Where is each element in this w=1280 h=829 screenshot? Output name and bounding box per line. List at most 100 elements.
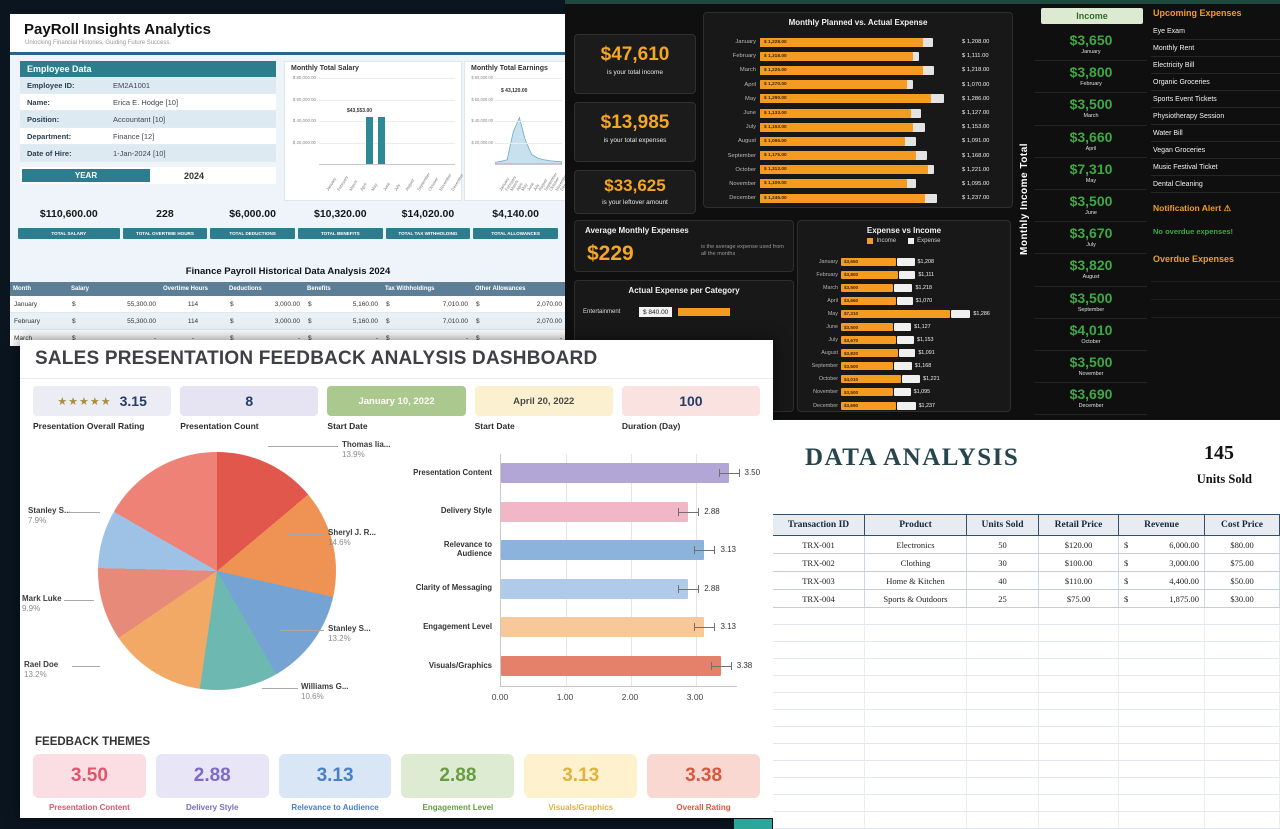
empty-table-row: [773, 659, 1280, 676]
empty-cell: [865, 642, 967, 658]
empty-table-row: [773, 642, 1280, 659]
empty-cell: [865, 625, 967, 641]
feedback-bar-chart: Presentation Content Delivery Style Releva…: [412, 448, 764, 710]
pie-slice-percent: 7.9%: [28, 516, 47, 526]
pie-leader-line: [280, 630, 324, 631]
legend-item: Income: [867, 238, 896, 244]
upcoming-expenses-list: Eye Exam Monthly Rent Electricity Bill Orga…: [1151, 23, 1280, 193]
planned-value-label: $ 1,133.00: [764, 110, 787, 116]
monthly-income-panel: Monthly Income Total Income $3,650 Januar…: [1017, 4, 1147, 418]
income-bar: $3,500: [841, 283, 894, 292]
empty-table-row: [773, 710, 1280, 727]
cell-value: 55,300.00: [127, 317, 156, 325]
empty-cell: [865, 795, 967, 811]
x-axis-month-label: April: [359, 181, 368, 192]
employee-data-header: Employee Data: [20, 61, 276, 77]
x-axis-month-label: March: [347, 179, 359, 192]
table-header-row: Transaction ID Product Units Sold Retail Pr…: [773, 514, 1280, 536]
sales-dashboard-title: SALES PRESENTATION FEEDBACK ANALYSIS DAS…: [35, 348, 598, 369]
employee-data-rows: Employee ID: EM2A1001 Name: Erica E. Hodge …: [20, 77, 276, 162]
error-bar-cap: [698, 584, 700, 593]
cell-value: 3,000.00: [274, 300, 300, 308]
currency-symbol: $: [308, 334, 312, 342]
table-cell: $120.00: [1039, 536, 1119, 553]
stat-label-pill: TOTAL DEDUCTIONS: [210, 228, 295, 239]
stat-label-pill: TOTAL TAX WITHHOLDING: [385, 228, 471, 239]
empty-cell: [967, 727, 1039, 743]
empty-cell: [773, 676, 865, 692]
month-label: January: [818, 258, 838, 265]
income-value-label: $4,010: [844, 376, 859, 382]
income-month-row: $3,500 June: [1035, 190, 1147, 223]
feedback-bar: [501, 617, 705, 638]
income-bar: $3,500: [841, 388, 894, 397]
divider: [20, 378, 773, 379]
pie-slice-percent: 14.6%: [328, 538, 351, 548]
expense-value-label: $1,095: [913, 389, 931, 396]
empty-row: [1151, 264, 1280, 282]
error-bar-cap: [694, 623, 696, 632]
table-cell: $ -: [68, 330, 160, 346]
empty-cell: [1039, 744, 1119, 760]
pie-slice-name: Stanley S...: [328, 624, 371, 633]
stat-value: $6,000.00: [229, 208, 276, 220]
transactions-table: Transaction ID Product Units Sold Retail Pr…: [773, 514, 1280, 829]
currency-symbol: $: [476, 300, 480, 308]
planned-value-label: $ 1,095.00: [764, 138, 787, 144]
empty-row: [1151, 282, 1280, 300]
expense-value-label: $1,070: [915, 297, 933, 304]
month-label: July: [745, 124, 756, 131]
income-month-row: $3,800 February: [1035, 61, 1147, 94]
income-amount: $3,500: [1069, 192, 1113, 209]
gridline: [696, 454, 697, 686]
sales-feedback-dashboard-panel: SALES PRESENTATION FEEDBACK ANALYSIS DAS…: [20, 340, 773, 818]
revenue-value: 3,000.00: [1169, 557, 1199, 568]
income-month-row: $3,670 July: [1035, 222, 1147, 255]
feedback-theme: 3.13 Visuals/Graphics: [524, 754, 638, 812]
gridline: [495, 142, 562, 144]
planned-actual-row: October $ 1,313.00 $ 1,221.00: [710, 163, 1006, 177]
x-axis-tick-label: 1.00: [556, 692, 574, 702]
x-axis-line: [319, 164, 455, 165]
income-value-label: $3,690: [844, 403, 859, 409]
income-bar: $3,650: [841, 257, 896, 266]
column-header: Tax Withholdings: [385, 286, 435, 292]
feedback-bar: [501, 540, 705, 561]
employee-field-label: Name:: [27, 97, 50, 107]
empty-cell: [1039, 676, 1119, 692]
income-bar: $3,800: [841, 270, 898, 279]
cell-value: 55,300.00: [127, 300, 156, 308]
expense-income-row: February $3,800 $1,111: [802, 268, 1008, 281]
empty-cell: [773, 744, 865, 760]
pie-slice-label: Thomas lia... 13.9%: [342, 440, 390, 461]
month-label: June: [826, 324, 838, 331]
empty-cell: [865, 710, 967, 726]
table-cell: 25: [967, 590, 1039, 607]
revenue-cell: $6,000.00: [1119, 536, 1205, 553]
planned-actual-row: September $ 1,175.00 $ 1,168.00: [710, 149, 1006, 163]
budget-dashboard-panel: $47,610 is your total income $13,985 is you…: [565, 0, 1280, 419]
expense-income-row: August $3,820 $1,091: [802, 347, 1008, 360]
planned-vs-actual-rows: January $ 1,228.00 $ 1,208.00 February $ 1,3…: [710, 35, 1006, 205]
bar-track: $ 1,318.00: [760, 51, 958, 61]
empty-cell: [773, 659, 865, 675]
feedback-theme-label: Overall Rating: [676, 803, 731, 812]
income-bar: $3,500: [841, 362, 894, 371]
table-cell: Electronics: [865, 536, 967, 553]
empty-cell: [1205, 778, 1280, 794]
empty-cell: [1205, 693, 1280, 709]
empty-cell: [1039, 812, 1119, 828]
payroll-table-title: Finance Payroll Historical Data Analysis…: [185, 266, 391, 277]
bar-track: $ 1,225.00: [760, 65, 958, 75]
sales-kpi: 100 Duration (Day): [621, 386, 761, 431]
planned-actual-row: June $ 1,133.00 $ 1,127.00: [710, 106, 1006, 120]
empty-cell: [1205, 659, 1280, 675]
planned-actual-row: May $ 1,290.00 $ 1,286.00: [710, 92, 1006, 106]
empty-cell: [1205, 727, 1280, 743]
planned-actual-row: January $ 1,228.00 $ 1,208.00: [710, 35, 1006, 49]
feedback-theme: 2.88 Delivery Style: [155, 754, 269, 812]
table-cell: $30.00: [1205, 590, 1280, 607]
year-slicer-button[interactable]: YEAR: [22, 169, 150, 182]
table-cell: 114: [187, 300, 199, 308]
table-cell: 40: [967, 572, 1039, 589]
